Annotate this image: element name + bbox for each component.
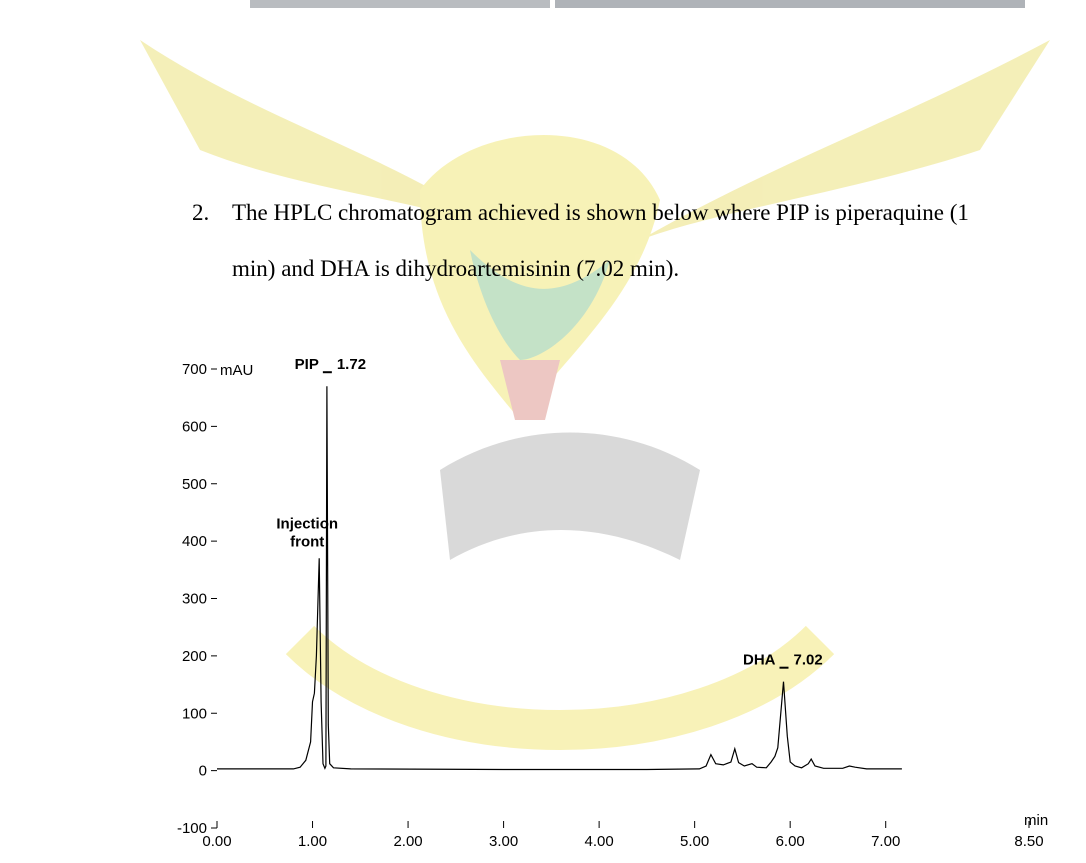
paragraph-line: The HPLC chromatogram achieved is shown …	[232, 200, 969, 225]
annotation: PIP	[295, 356, 319, 373]
annotation: Injection	[276, 515, 338, 532]
annotation: DHA	[743, 652, 776, 669]
x-tick-label: 8.50	[1014, 833, 1043, 850]
y-unit: mAU	[220, 362, 253, 379]
y-tick-label: -100	[177, 820, 207, 837]
y-tick-label: 300	[182, 591, 207, 608]
annotation: 1.72	[337, 356, 366, 373]
x-tick-label: 1.00	[298, 833, 327, 850]
y-tick-label: 400	[182, 533, 207, 550]
x-tick-label: 7.00	[871, 833, 900, 850]
item-number: 2.	[192, 200, 210, 225]
y-tick-label: 600	[182, 418, 207, 435]
y-tick-label: 500	[182, 476, 207, 493]
watermark	[140, 40, 1050, 750]
annotation: 7.02	[793, 652, 822, 669]
x-tick-label: 3.00	[489, 833, 518, 850]
trace	[217, 386, 902, 771]
x-tick-label: 4.00	[585, 833, 614, 850]
annotation: front	[290, 533, 324, 550]
x-tick-label: 6.00	[776, 833, 805, 850]
image-strip	[555, 0, 1025, 8]
y-tick-label: 100	[182, 705, 207, 722]
paragraph-line: min) and DHA is dihydroartemisinin (7.02…	[232, 256, 680, 281]
x-tick-label: 5.00	[680, 833, 709, 850]
y-tick-label: 700	[182, 361, 207, 378]
y-tick-label: 0	[199, 763, 207, 780]
x-tick-label: 0.00	[202, 833, 231, 850]
y-tick-label: 200	[182, 648, 207, 665]
image-strip	[250, 0, 550, 8]
x-tick-label: 2.00	[393, 833, 422, 850]
x-unit: min	[1024, 812, 1048, 829]
